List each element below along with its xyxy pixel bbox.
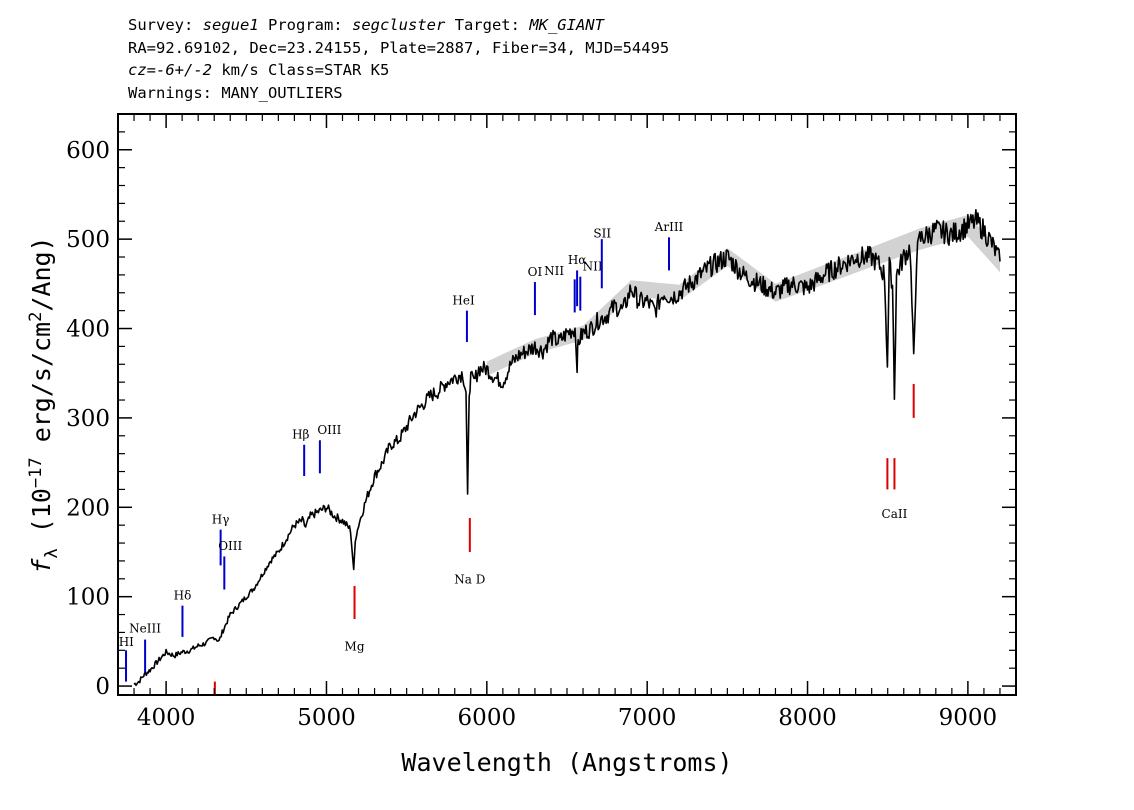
emission-line-label: NII [544, 264, 564, 278]
absorption-line-label: CaII [882, 507, 908, 521]
x-tick-label: 4000 [137, 705, 196, 731]
program-value: segcluster [351, 16, 446, 34]
emission-line-label: OIII [218, 539, 242, 553]
header-line-redshift: cz=-6+/-2 km/s Class=STAR K5 [128, 59, 669, 82]
x-axis-title: Wavelength (Angstroms) [401, 748, 732, 777]
y-tick-label: 500 [66, 227, 110, 253]
emission-line-label: Hδ [174, 588, 192, 602]
plot-frame [117, 113, 1017, 696]
absorption-line-label: Na D [454, 572, 485, 586]
emission-line-label: Hβ [292, 427, 309, 441]
emission-line-label: OIII [317, 423, 341, 437]
emission-line-label: SII [593, 226, 611, 240]
y-tick-label: 600 [66, 138, 110, 164]
spectrum-header: Survey: segue1 Program: segcluster Targe… [128, 14, 669, 104]
header-line-survey: Survey: segue1 Program: segcluster Targe… [128, 14, 669, 37]
target-label: Target: [445, 16, 530, 34]
x-tick-label: 7000 [618, 705, 677, 731]
y-tick-label: 300 [66, 406, 110, 432]
axes-layer: 4000 5000 6000 7000 8000 9000 0 100 200 300 400 500… [66, 113, 1017, 731]
y-tick-label: 0 [95, 674, 110, 700]
emission-line-label: ArIII [654, 220, 684, 234]
emission-line-label: HI [119, 635, 134, 649]
cz-value: cz=-6+/-2 [128, 61, 212, 79]
header-line-warnings: Warnings: MANY_OUTLIERS [128, 83, 343, 102]
x-tick-label: 6000 [458, 705, 517, 731]
emission-line-label: NeIII [129, 621, 161, 635]
emission-line-label: HeI [452, 293, 475, 307]
class-text: km/s Class=STAR K5 [212, 61, 390, 79]
program-label: Program: [258, 16, 352, 34]
y-tick-label: 100 [66, 585, 110, 611]
survey-label: Survey: [128, 16, 203, 34]
x-tick-label: 5000 [297, 705, 356, 731]
header-line-coordinates: RA=92.69102, Dec=23.24155, Plate=2887, F… [128, 38, 670, 57]
x-tick-label: 9000 [939, 705, 998, 731]
y-axis-title: fλ (10−17 erg/s/cm2/Ang) [26, 236, 62, 573]
survey-value: segue1 [202, 16, 259, 34]
absorption-line-label: Mg [345, 639, 365, 653]
target-value: MK_GIANT [529, 16, 604, 34]
emission-line-label: OI [528, 265, 543, 279]
flux-series-layer [133, 209, 1001, 687]
y-tick-label: 400 [66, 317, 110, 343]
emission-line-label: Hγ [212, 512, 230, 526]
flux-series-line [133, 209, 1001, 687]
x-tick-label: 8000 [778, 705, 837, 731]
y-tick-label: 200 [66, 495, 110, 521]
emission-line-label: Hα [568, 253, 587, 267]
emission-line-label: NII [583, 259, 603, 273]
